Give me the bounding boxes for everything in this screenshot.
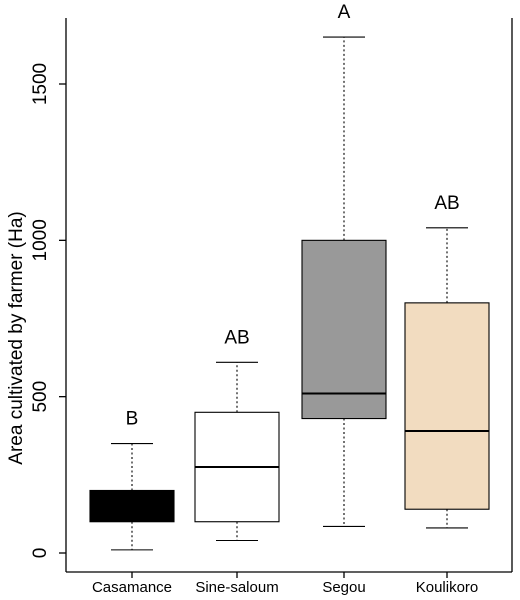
significance-letter: AB	[434, 193, 459, 214]
y-tick-label: 500	[30, 381, 51, 413]
box-iqr	[301, 239, 387, 420]
x-tick-label: Segou	[322, 579, 365, 596]
y-tick-label: 1000	[30, 219, 51, 261]
y-axis-label: Area cultivated by farmer (Ha)	[6, 211, 27, 464]
y-tick-label: 0	[30, 548, 51, 559]
x-tick-label: Casamance	[92, 579, 172, 596]
axes: 0 500 1000 1500 Casamance Sine-saloum Segou Kou…	[30, 18, 513, 596]
box-group-koulikoro: AB	[404, 193, 490, 529]
y-tick-label: 1500	[30, 63, 51, 105]
box-group-sine-saloum: AB	[194, 327, 280, 542]
box-iqr	[404, 302, 490, 510]
x-tick-label: Sine-saloum	[195, 579, 278, 596]
significance-letter: B	[126, 409, 139, 430]
significance-letter: A	[338, 2, 351, 23]
box-iqr	[89, 489, 175, 523]
box-group-casamance: B	[89, 409, 175, 551]
box-group-segou: A	[301, 2, 387, 527]
x-tick-label: Koulikoro	[416, 579, 479, 596]
significance-letter: AB	[224, 327, 249, 348]
boxes: B AB A AB	[89, 2, 490, 551]
